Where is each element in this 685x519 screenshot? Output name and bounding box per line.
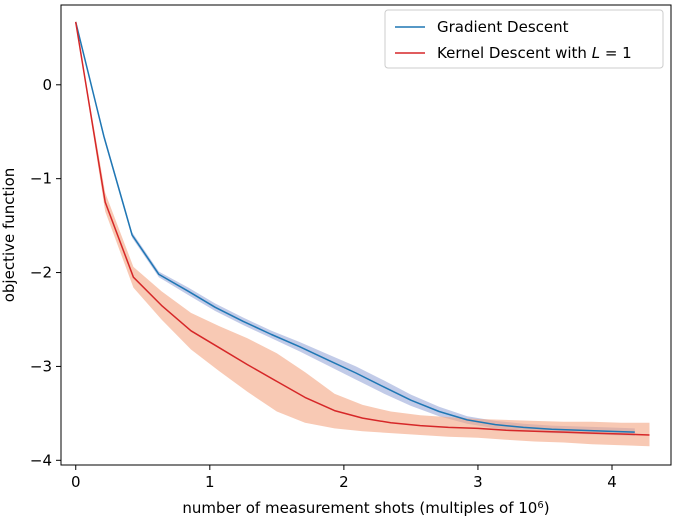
legend-label-kernel-descent: Kernel Descent with L = 1 — [437, 44, 632, 62]
x-axis-label: number of measurement shots (multiples o… — [182, 499, 549, 517]
x-axis-ticks: 0 1 2 3 4 — [71, 465, 617, 491]
line-series-0 — [74, 21, 635, 433]
y-axis-label: objective function — [0, 168, 18, 303]
y-tick-label: −1 — [30, 170, 52, 188]
legend-box — [384, 9, 664, 69]
confidence-bands — [75, 21, 650, 447]
legend-label-kernel-descent-text: Kernel Descent with — [437, 44, 592, 62]
y-tick-label: 0 — [42, 76, 52, 94]
x-tick-label: 4 — [607, 473, 617, 491]
x-axis-label-suffix: ) — [544, 499, 550, 517]
y-axis-ticks: 0 −1 −2 −3 −4 — [30, 76, 61, 469]
legend-label-gradient-descent: Gradient Descent — [437, 18, 569, 36]
x-tick-label: 1 — [205, 473, 215, 491]
legend-label-kernel-descent-math: L — [592, 44, 600, 62]
x-tick-label: 3 — [473, 473, 483, 491]
legend: Gradient Descent Kernel Descent with L =… — [384, 9, 664, 69]
x-axis-label-text: number of measurement shots (multiples o… — [182, 499, 537, 517]
y-tick-label: −2 — [30, 264, 52, 282]
y-tick-label: −4 — [30, 451, 52, 469]
x-axis-label-superscript: 6 — [537, 500, 543, 511]
band-series-0 — [75, 21, 635, 436]
legend-label-kernel-descent-suffix: = 1 — [600, 44, 632, 62]
x-tick-label: 2 — [339, 473, 349, 491]
plot-frame — [60, 4, 672, 466]
series-lines — [74, 21, 650, 436]
line-series-1 — [74, 21, 650, 436]
band-series-1 — [75, 21, 650, 447]
x-tick-label: 0 — [71, 473, 81, 491]
y-tick-label: −3 — [30, 357, 52, 375]
